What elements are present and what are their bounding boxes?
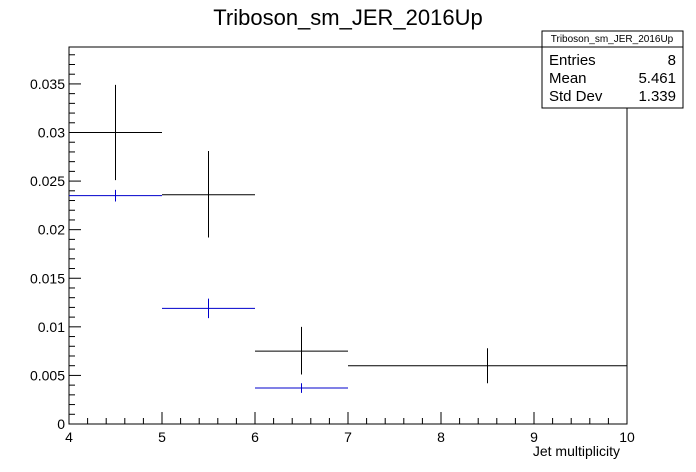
y-tick-label: 0.005 [30, 367, 65, 383]
y-tick-label: 0.035 [30, 76, 65, 92]
y-tick-label: 0 [57, 416, 65, 432]
y-tick-label: 0.01 [38, 319, 65, 335]
x-tick-label: 10 [619, 429, 635, 445]
stats-mean-label: Mean [549, 70, 587, 87]
x-tick-label: 5 [158, 429, 166, 445]
y-tick-label: 0.03 [38, 125, 65, 141]
x-tick-label: 9 [530, 429, 538, 445]
y-tick-label: 0.02 [38, 222, 65, 238]
y-tick-label: 0.025 [30, 173, 65, 189]
stats-mean-value: 5.461 [638, 70, 676, 87]
y-axis: 0 0.005 0.01 0.015 0.02 0.025 0.03 0.035 [30, 54, 81, 432]
data-marks [69, 84, 627, 393]
stats-entries-label: Entries [549, 52, 596, 69]
x-axis: 4 5 6 7 8 9 10 [65, 412, 635, 445]
x-axis-label: Jet multiplicity [533, 443, 620, 459]
x-tick-label: 6 [251, 429, 259, 445]
stats-box-title: Triboson_sm_JER_2016Up [551, 34, 674, 45]
stats-box-frame [541, 30, 684, 109]
stats-stddev-value: 1.339 [638, 88, 676, 105]
x-tick-label: 8 [437, 429, 445, 445]
chart-title: Triboson_sm_JER_2016Up [213, 5, 482, 30]
x-tick-label: 4 [65, 429, 73, 445]
stats-stddev-label: Std Dev [549, 88, 603, 105]
y-tick-label: 0.015 [30, 270, 65, 286]
x-tick-label: 7 [344, 429, 352, 445]
stats-entries-value: 8 [668, 52, 676, 69]
stats-box: Triboson_sm_JER_2016Up Entries 8 Mean 5.… [541, 30, 684, 109]
